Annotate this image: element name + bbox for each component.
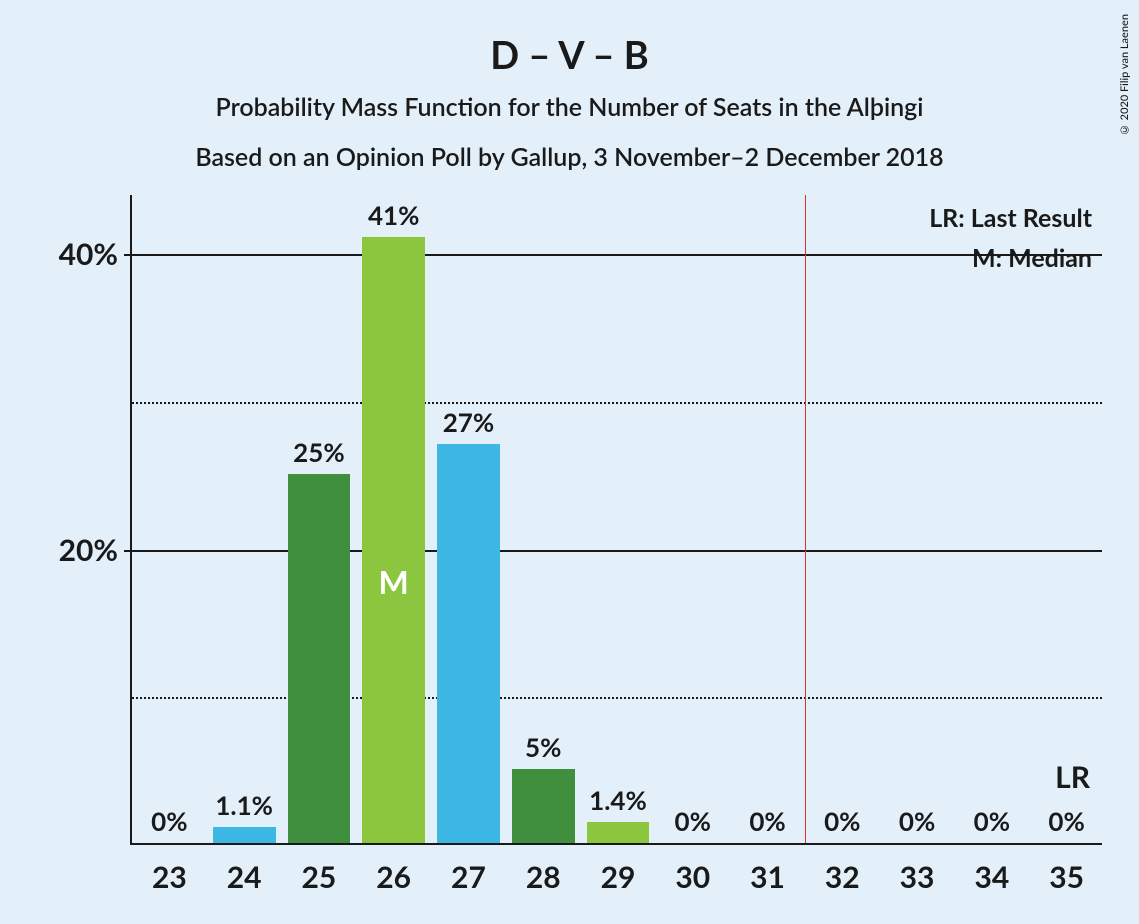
y-tick-mark [124,550,132,552]
chart-subtitle-1: Probability Mass Function for the Number… [0,92,1139,122]
y-tick-label: 20% [59,532,132,568]
legend-item: LR: Last Result [929,203,1092,233]
bar-value-label: 1.1% [215,789,273,827]
y-tick-mark [124,254,132,256]
x-tick-label: 31 [750,843,785,895]
last-result-line [805,195,806,843]
x-tick-label: 27 [451,843,486,895]
bar: 1.4% [587,822,650,843]
bar: 27% [437,444,500,843]
gridline-major [132,254,1102,256]
chart-title: D – V – B [0,32,1139,78]
bar-value-label: 0% [1048,805,1084,843]
gridline-minor [132,402,1102,404]
bar-value-label: 27% [443,406,494,444]
gridline-major [132,550,1102,552]
bar: 5% [512,769,575,843]
chart-subtitle-2: Based on an Opinion Poll by Gallup, 3 No… [0,142,1139,172]
bar-value-label: 0% [675,805,711,843]
x-tick-label: 24 [227,843,262,895]
x-tick-label: 33 [900,843,935,895]
bar-value-label: 0% [824,805,860,843]
x-tick-label: 26 [376,843,411,895]
bar: 41%M [362,237,425,843]
x-tick-label: 34 [974,843,1009,895]
lr-axis-label: LR [1055,759,1090,795]
bar: 1.1% [213,827,276,843]
x-tick-label: 29 [601,843,636,895]
x-tick-label: 30 [675,843,710,895]
x-tick-label: 23 [152,843,187,895]
bar-value-label: 41% [368,199,419,237]
x-tick-label: 35 [1049,843,1084,895]
legend-item: M: Median [972,243,1092,273]
bar: 25% [288,474,351,843]
bar-value-label: 5% [525,731,561,769]
bar-value-label: 25% [293,436,344,474]
x-tick-label: 25 [302,843,337,895]
bar-value-label: 0% [749,805,785,843]
bar-value-label: 0% [151,805,187,843]
y-tick-label: 40% [59,236,132,272]
bar-value-label: 0% [974,805,1010,843]
x-tick-label: 28 [526,843,561,895]
x-tick-label: 32 [825,843,860,895]
median-marker: M [379,562,409,601]
bar-value-label: 0% [899,805,935,843]
gridline-minor [132,697,1102,699]
plot-area: 20%40%0%231.1%2425%2541%M2627%275%281.4%… [130,195,1102,845]
bar-value-label: 1.4% [589,784,647,822]
copyright-text: © 2020 Filip van Laenen [1118,14,1131,136]
